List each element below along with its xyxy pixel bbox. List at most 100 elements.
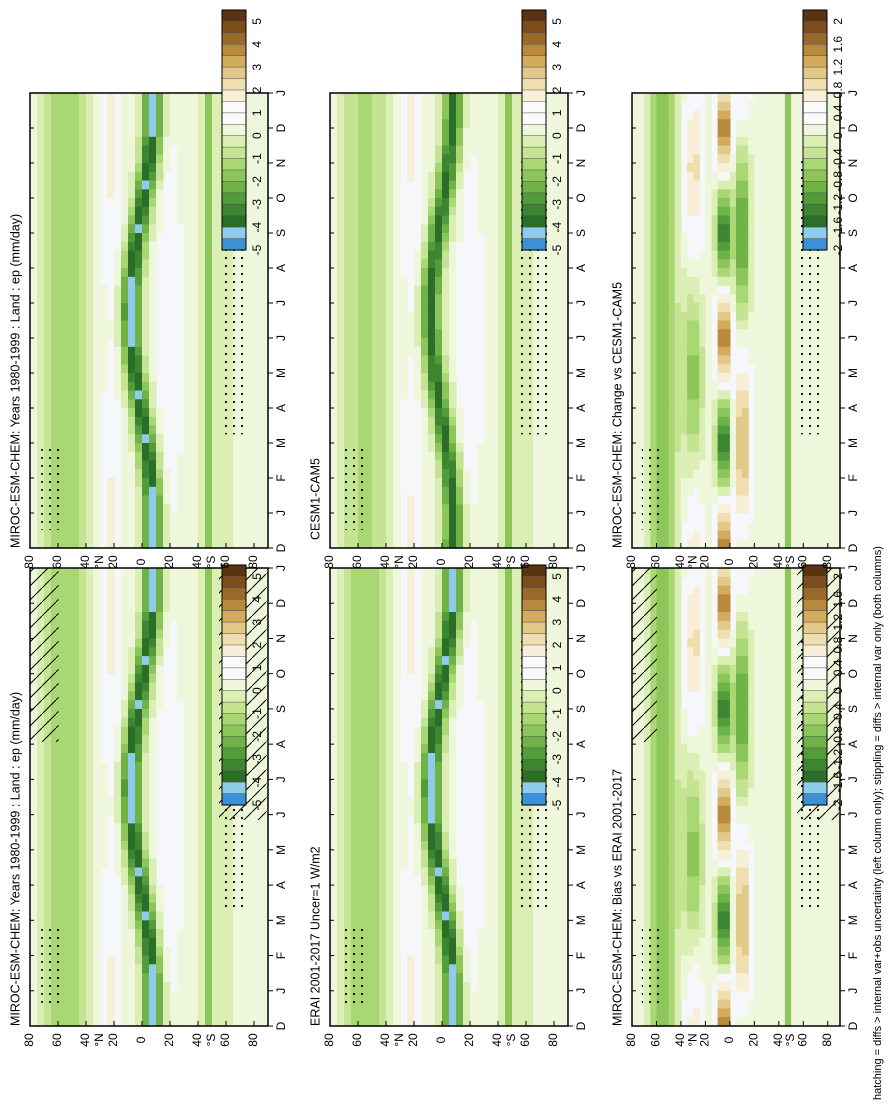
heat-cell (86, 93, 94, 102)
heat-cell (463, 1008, 471, 1017)
heat-cell (79, 912, 87, 921)
heat-cell (51, 426, 59, 435)
heat-cell (533, 956, 541, 965)
heat-cell (226, 991, 234, 1000)
heat-cell (212, 382, 220, 391)
heat-cell (547, 920, 555, 929)
heat-cell (86, 522, 94, 531)
heat-cell (386, 956, 394, 965)
heat-cell (135, 233, 143, 242)
heat-cell (442, 735, 450, 744)
heat-cell (498, 612, 506, 621)
heat-cell (198, 956, 206, 965)
heat-cell (254, 876, 262, 885)
heat-cell (233, 434, 241, 443)
heat-cell (442, 956, 450, 965)
heat-cell (86, 735, 94, 744)
heat-cell (149, 294, 157, 303)
colorbar-tick-label: 5 (250, 18, 264, 25)
heat-cell (37, 102, 45, 111)
heat-cell (372, 665, 380, 674)
colorbar-tick-label: -4 (250, 221, 264, 232)
heat-cell (512, 1000, 520, 1009)
heat-cell (135, 903, 143, 912)
heat-cell (205, 718, 213, 727)
heat-cell (254, 938, 262, 947)
heat-cell (254, 417, 262, 426)
heat-cell (65, 461, 73, 470)
heat-cell (72, 268, 80, 277)
heat-cell (435, 929, 443, 938)
heat-cell (30, 119, 38, 128)
heat-cell (386, 832, 394, 841)
heat-cell (519, 938, 527, 947)
heat-cell (156, 1008, 164, 1017)
heat-cell (191, 251, 199, 260)
heat-cell (435, 735, 443, 744)
heat-cell (344, 656, 352, 665)
heat-cell (330, 771, 338, 780)
heat-cell (86, 656, 94, 665)
heat-cell (247, 478, 255, 487)
heat-cell (442, 630, 450, 639)
heat-cell (30, 382, 38, 391)
heat-cell (519, 991, 527, 1000)
heat-cell (393, 683, 401, 692)
heat-cell (149, 920, 157, 929)
heat-cell (463, 603, 471, 612)
heat-cell (498, 868, 506, 877)
heat-cell (149, 181, 157, 190)
heat-cell (30, 146, 38, 155)
heat-cell (65, 744, 73, 753)
heat-cell (254, 434, 262, 443)
heat-cell (254, 496, 262, 505)
heat-cell (372, 929, 380, 938)
heat-cell (505, 1000, 513, 1009)
heat-cell (156, 691, 164, 700)
heat-cell (428, 859, 436, 868)
heat-cell (191, 912, 199, 921)
heat-cell (44, 119, 52, 128)
heat-cell (358, 709, 366, 718)
heat-cell (72, 727, 80, 736)
heat-cell (526, 1000, 534, 1009)
heat-cell (93, 128, 101, 137)
colorbar-swatch (522, 599, 546, 611)
heat-cell (79, 303, 87, 312)
heat-cell (177, 522, 185, 531)
heat-cell (247, 408, 255, 417)
heat-cell (65, 718, 73, 727)
heat-cell (526, 1017, 534, 1026)
heat-cell (247, 303, 255, 312)
heat-cell (393, 973, 401, 982)
heat-cell (344, 788, 352, 797)
heat-cell (93, 718, 101, 727)
heat-cell (198, 496, 206, 505)
heat-cell (330, 850, 338, 859)
heat-cell (121, 982, 129, 991)
heat-cell (365, 797, 373, 806)
heat-cell (191, 903, 199, 912)
heat-cell (30, 1017, 38, 1026)
heat-cell (205, 797, 213, 806)
heat-cell (142, 452, 150, 461)
heat-cell (491, 586, 499, 595)
heat-cell (219, 929, 227, 938)
stipple-region (341, 925, 365, 1007)
heat-cell (149, 806, 157, 815)
heat-cell (212, 434, 220, 443)
heat-cell (484, 1008, 492, 1017)
heat-cell (386, 938, 394, 947)
heat-cell (86, 111, 94, 120)
heat-cell (30, 779, 38, 788)
heat-cell (491, 815, 499, 824)
heat-cell (372, 586, 380, 595)
heat-cell (212, 603, 220, 612)
heat-cell (421, 823, 429, 832)
heat-cell (114, 286, 122, 295)
heat-cell (142, 639, 150, 648)
heat-cell (226, 478, 234, 487)
heat-cell (30, 391, 38, 400)
heat-cell (149, 612, 157, 621)
heat-cell (149, 577, 157, 586)
